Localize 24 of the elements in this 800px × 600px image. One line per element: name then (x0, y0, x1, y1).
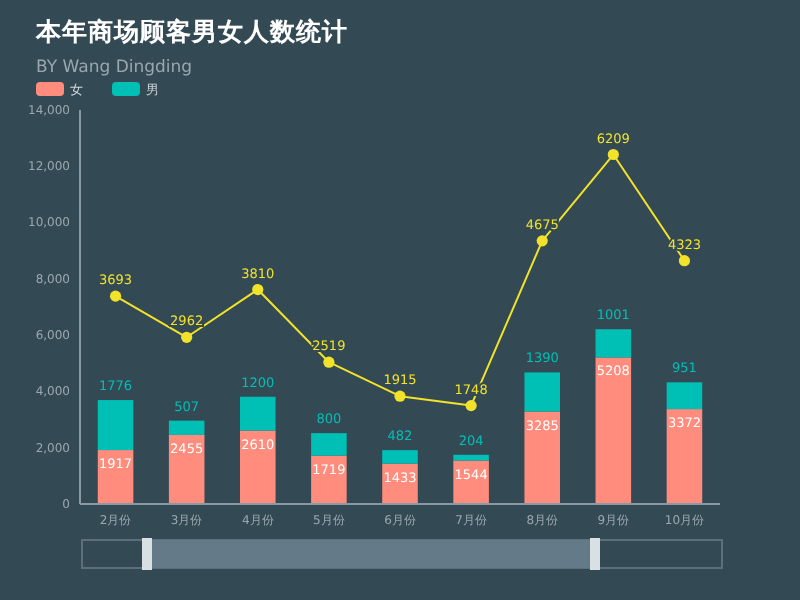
bar (666, 409, 703, 504)
bar (595, 329, 632, 358)
point (323, 356, 335, 368)
point (607, 148, 619, 161)
point (678, 255, 691, 267)
bar (382, 450, 418, 464)
chart-subtitle: BY Wang Dingding (36, 58, 193, 78)
point (181, 331, 193, 343)
bar (666, 382, 703, 410)
bar (453, 454, 489, 461)
bar (524, 372, 560, 412)
point (252, 283, 264, 296)
point (465, 400, 477, 412)
chart-title: 本年商场顾客男女人数统计 (34, 16, 348, 46)
bar (168, 420, 205, 435)
bar (524, 411, 560, 504)
bar (595, 357, 632, 504)
point (109, 290, 122, 302)
bar (240, 430, 276, 504)
point (536, 235, 548, 247)
bar (240, 396, 276, 431)
point (394, 390, 406, 402)
bar (311, 433, 347, 456)
bar (97, 400, 134, 451)
